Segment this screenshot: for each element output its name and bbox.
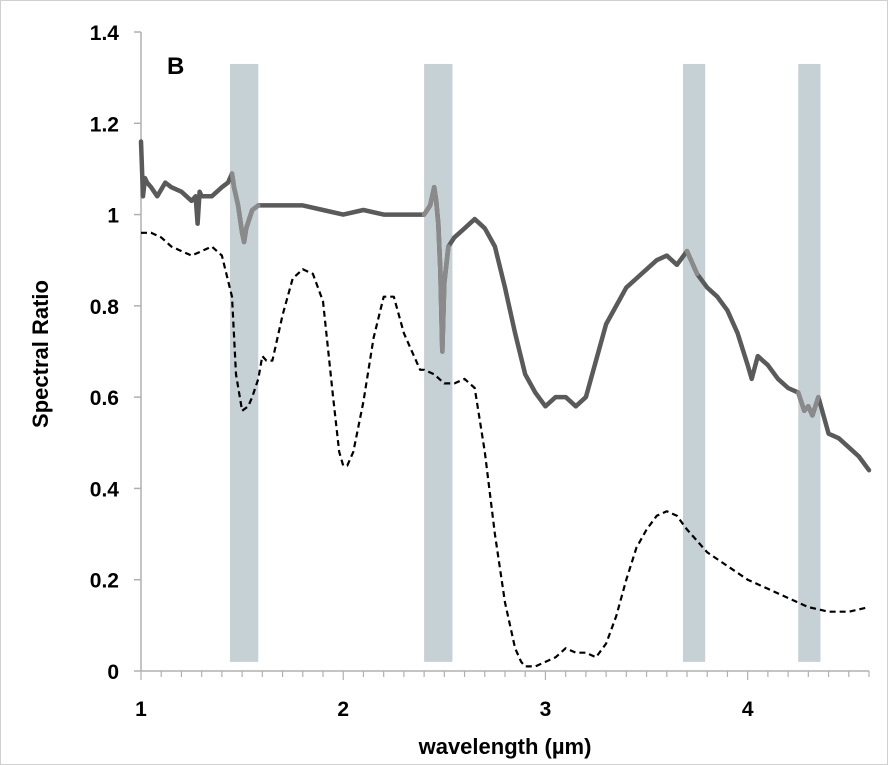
y-tick-label-0: 0: [107, 661, 119, 684]
solid-series-band-segment-3: [684, 248, 700, 277]
y-tick-label-1: 0.2: [90, 570, 119, 593]
solid-series-band-segment-2: [421, 184, 451, 354]
dashed-series-line: [141, 231, 870, 668]
solid-series-line: [138, 139, 872, 473]
y-tick-label-6: 1.2: [90, 113, 119, 136]
data-series: [138, 139, 872, 668]
y-tick-label-2: 0.4: [90, 478, 120, 501]
shaded-band-2: [424, 63, 453, 662]
y-tick-label-5: 1: [107, 205, 119, 228]
tick-labels: 0 0.2 0.4 0.6 0.8 1 1.2 1.4 1 2 3 4: [90, 22, 754, 721]
x-tick-label-3: 4: [742, 698, 754, 721]
panel-label: B: [167, 53, 184, 80]
shaded-band-3: [682, 63, 706, 662]
shaded-band-4: [798, 63, 821, 662]
solid-series-band-segment-4: [795, 390, 821, 418]
shaded-band-1: [229, 63, 259, 662]
y-tick-label-3: 0.6: [90, 387, 119, 410]
axes: [134, 31, 870, 680]
shaded-bands: [229, 63, 821, 662]
x-tick-label-2: 3: [540, 698, 552, 721]
y-tick-label-4: 0.8: [90, 296, 120, 319]
x-tick-label-0: 1: [135, 698, 147, 721]
y-axis-title: Spectral Ratio: [28, 280, 53, 428]
x-tick-label-1: 2: [337, 698, 349, 721]
x-axis-title: wavelength (µm): [418, 734, 592, 759]
solid-series-band-segment-1: [229, 171, 261, 245]
y-tick-label-7: 1.4: [90, 22, 120, 45]
